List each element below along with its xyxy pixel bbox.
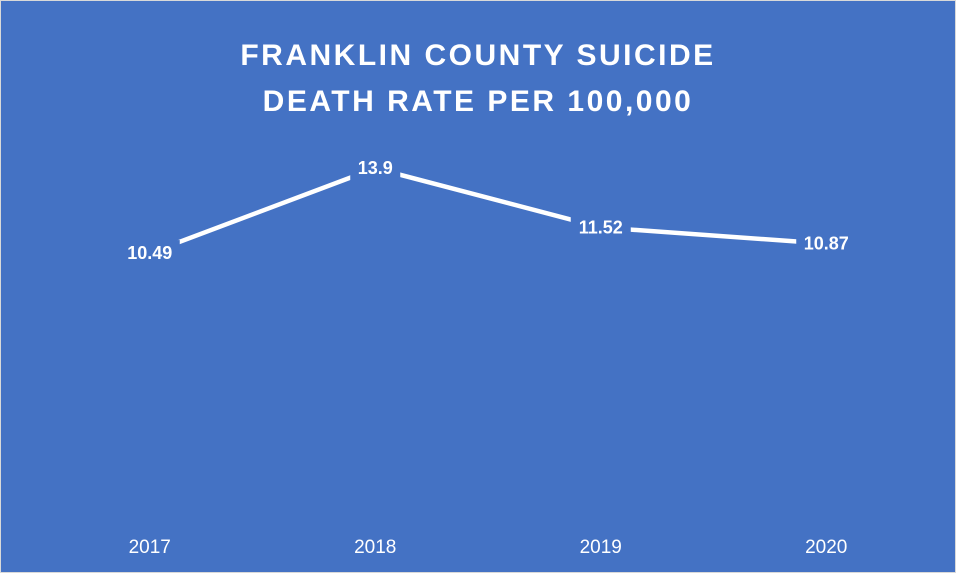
- data-label-2017: 10.49: [119, 240, 180, 267]
- data-label-2019: 11.52: [570, 214, 631, 241]
- x-tick-label-2017: 2017: [129, 537, 171, 558]
- x-tick-label-2020: 2020: [805, 537, 847, 558]
- data-label-2018: 13.9: [350, 155, 401, 182]
- data-label-bg: [570, 214, 631, 241]
- data-label-2020: 10.87: [796, 230, 857, 257]
- data-label-text: 10.87: [804, 234, 849, 254]
- x-tick-label-2019: 2019: [580, 537, 622, 558]
- x-tick-label-2018: 2018: [354, 537, 396, 558]
- data-label-bg: [350, 155, 401, 182]
- data-label-bg: [119, 240, 180, 267]
- data-label-text: 13.9: [358, 158, 393, 178]
- chart-title: FRANKLIN COUNTY SUICIDE DEATH RATE PER 1…: [1, 33, 955, 125]
- chart-title-line-2: DEATH RATE PER 100,000: [262, 85, 694, 118]
- chart-title-line-1: FRANKLIN COUNTY SUICIDE: [240, 39, 716, 72]
- data-label-text: 10.49: [127, 243, 172, 263]
- series-line: [147, 165, 829, 256]
- data-label-text: 11.52: [579, 217, 623, 237]
- data-label-bg: [796, 230, 857, 257]
